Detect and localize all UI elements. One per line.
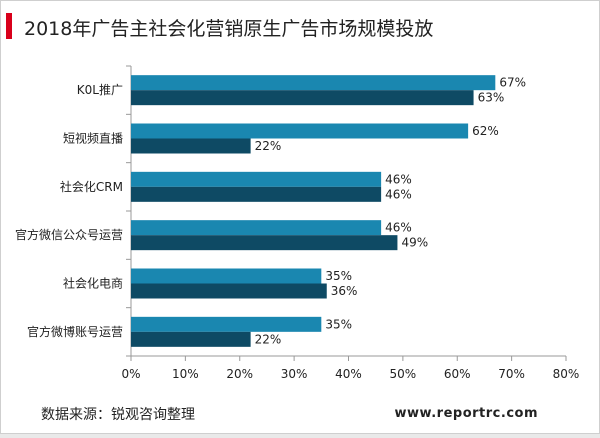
category-label: 短视频直播: [63, 131, 123, 146]
data-label: 46%: [385, 187, 412, 201]
category-label: 官方微博账号运营: [27, 324, 123, 339]
website-label: www.reportrc.com: [394, 406, 538, 421]
bar: [131, 75, 496, 91]
x-tick-label: 40%: [335, 367, 362, 381]
data-label: 46%: [385, 172, 412, 186]
x-tick-label: 80%: [553, 367, 580, 381]
x-tick-label: 10%: [172, 367, 199, 381]
data-label: 46%: [385, 221, 412, 235]
category-label: 官方微信公众号运营: [15, 227, 123, 242]
x-tick-label: 60%: [444, 367, 471, 381]
data-label: 22%: [255, 139, 282, 153]
data-label: 22%: [255, 332, 282, 346]
chart-title: 2018年广告主社会化营销原生广告市场规模投放: [24, 18, 434, 40]
category-label: K0L推广: [77, 83, 123, 97]
bar: [131, 90, 474, 106]
x-tick-label: 30%: [281, 367, 308, 381]
x-tick-label: 20%: [226, 367, 253, 381]
bar: [131, 235, 398, 251]
data-label: 35%: [325, 317, 352, 331]
title-accent-bar: [6, 13, 12, 39]
bar: [131, 186, 382, 202]
x-tick-label: 70%: [498, 367, 525, 381]
x-tick-label: 0%: [121, 367, 140, 381]
bar: [131, 283, 327, 299]
bar: [131, 123, 469, 139]
data-label: 35%: [325, 269, 352, 283]
data-source-note: 数据来源：锐观咨询整理: [41, 407, 195, 423]
category-label: 社会化电商: [63, 276, 123, 291]
bar: [131, 220, 382, 236]
data-label: 67%: [499, 76, 526, 90]
bar: [131, 316, 322, 332]
bar: [131, 171, 382, 187]
data-label: 36%: [331, 284, 358, 298]
bar: [131, 331, 251, 347]
data-label: 62%: [472, 124, 499, 138]
x-tick-label: 50%: [390, 367, 417, 381]
category-label: 社会化CRM: [60, 179, 123, 194]
bar: [131, 268, 322, 284]
data-label: 49%: [401, 236, 428, 250]
bar: [131, 138, 251, 154]
data-label: 63%: [478, 91, 505, 105]
